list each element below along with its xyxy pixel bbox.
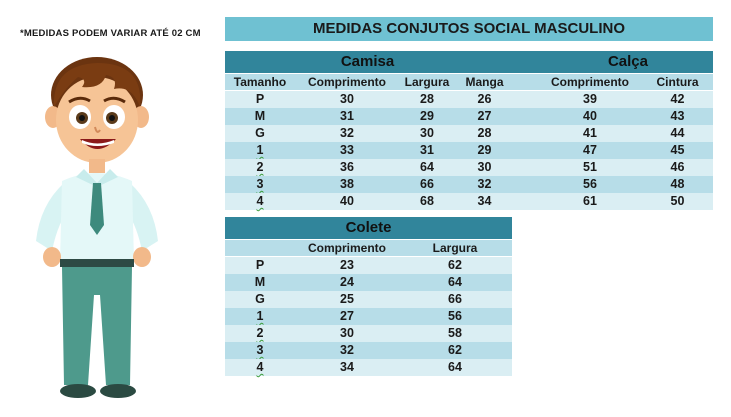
colete-section-header: Colete	[225, 217, 512, 239]
column-calca-cintura: Cintura	[656, 75, 699, 89]
colete-comprimento-cell: 23	[340, 258, 354, 272]
column-colete-comprimento: Comprimento	[308, 241, 386, 255]
column-camisa-largura: Largura	[404, 75, 450, 89]
colete-comprimento-cell: 32	[340, 343, 354, 357]
table-row: G 25 66	[225, 291, 512, 308]
table-row: P 23 62	[225, 257, 512, 274]
camisa-manga-cell: 34	[477, 194, 492, 208]
camisa-comprimento-cell: 40	[340, 194, 354, 208]
size-cell: 2	[256, 160, 264, 174]
calca-comprimento-cell: 39	[583, 92, 597, 106]
camisa-comprimento-cell: 38	[340, 177, 354, 191]
camisa-manga-cell: 29	[477, 143, 492, 157]
column-camisa-comprimento: Comprimento	[308, 75, 386, 89]
camisa-comprimento-cell: 32	[340, 126, 354, 140]
colete-comprimento-cell: 34	[340, 360, 354, 374]
colete-column-header: Comprimento Largura	[225, 240, 512, 256]
colete-comprimento-cell: 25	[340, 292, 354, 306]
size-cell: G	[255, 292, 265, 306]
page-title: MEDIDAS CONJUTOS SOCIAL MASCULINO	[225, 17, 713, 41]
table-row: 4 34 64	[225, 359, 512, 376]
calca-comprimento-cell: 61	[583, 194, 597, 208]
upper-column-header: Tamanho Comprimento Largura Manga Compri…	[225, 74, 713, 90]
table-row: M 31 29 27 40 43	[225, 108, 713, 125]
calca-cintura-cell: 45	[670, 143, 685, 157]
camisa-comprimento-cell: 31	[340, 109, 354, 123]
colete-largura-cell: 62	[448, 258, 462, 272]
size-cell: G	[255, 126, 265, 140]
size-cell: 2	[256, 326, 264, 340]
size-cell: M	[254, 275, 266, 289]
camisa-largura-cell: 31	[420, 143, 434, 157]
camisa-largura-cell: 29	[420, 109, 434, 123]
column-calca-comprimento: Comprimento	[551, 75, 629, 89]
boy-illustration	[36, 57, 158, 398]
camisa-largura-cell: 30	[420, 126, 434, 140]
colete-comprimento-cell: 24	[340, 275, 354, 289]
camisa-largura-cell: 68	[420, 194, 434, 208]
size-cell: P	[255, 92, 265, 106]
camisa-section-header: Camisa	[225, 51, 510, 73]
calca-cintura-cell: 46	[670, 160, 685, 174]
colete-largura-cell: 56	[448, 309, 462, 323]
table-row: M 24 64	[225, 274, 512, 291]
size-cell: 3	[256, 343, 264, 357]
size-cell: 1	[256, 143, 264, 157]
calca-comprimento-cell: 47	[583, 143, 597, 157]
size-cell: 3	[256, 177, 264, 191]
camisa-manga-cell: 27	[477, 109, 492, 123]
calca-cintura-cell: 43	[670, 109, 685, 123]
colete-largura-cell: 62	[448, 343, 462, 357]
size-cell: 4	[256, 194, 264, 208]
camisa-largura-cell: 66	[420, 177, 434, 191]
calca-cintura-cell: 50	[670, 194, 685, 208]
calca-comprimento-cell: 41	[583, 126, 597, 140]
calca-cintura-cell: 42	[670, 92, 685, 106]
calca-comprimento-cell: 56	[583, 177, 597, 191]
table-row: 3 38 66 32 56 48	[225, 176, 713, 193]
colete-largura-cell: 64	[448, 275, 462, 289]
camisa-manga-cell: 30	[477, 160, 492, 174]
camisa-manga-cell: 32	[477, 177, 492, 191]
table-row: G 32 30 28 41 44	[225, 125, 713, 142]
camisa-comprimento-cell: 33	[340, 143, 354, 157]
camisa-manga-cell: 28	[477, 126, 492, 140]
table-row: 2 30 58	[225, 325, 512, 342]
column-camisa-manga: Manga	[465, 75, 504, 89]
camisa-largura-cell: 64	[420, 160, 434, 174]
camisa-comprimento-cell: 36	[340, 160, 354, 174]
column-colete-largura: Largura	[432, 241, 478, 255]
measurement-note: *MEDIDAS PODEM VARIAR ATÉ 02 CM	[20, 28, 201, 39]
column-tamanho: Tamanho	[233, 75, 287, 89]
colete-comprimento-cell: 30	[340, 326, 354, 340]
calca-comprimento-cell: 40	[583, 109, 597, 123]
size-cell: 1	[256, 309, 264, 323]
camisa-comprimento-cell: 30	[340, 92, 354, 106]
camisa-manga-cell: 26	[477, 92, 492, 106]
calca-comprimento-cell: 51	[583, 160, 597, 174]
calca-section-header: Calça	[510, 51, 713, 73]
size-cell: M	[254, 109, 266, 123]
calca-cintura-cell: 48	[670, 177, 685, 191]
calca-cintura-cell: 44	[670, 126, 685, 140]
size-cell: 4	[256, 360, 264, 374]
table-row: 3 32 62	[225, 342, 512, 359]
table-row: 4 40 68 34 61 50	[225, 193, 713, 210]
colete-largura-cell: 66	[448, 292, 462, 306]
colete-comprimento-cell: 27	[340, 309, 354, 323]
table-row: 2 36 64 30 51 46	[225, 159, 713, 176]
camisa-largura-cell: 28	[420, 92, 434, 106]
table-row: P 30 28 26 39 42	[225, 91, 713, 108]
colete-largura-cell: 58	[448, 326, 462, 340]
table-row: 1 33 31 29 47 45	[225, 142, 713, 159]
table-row: 1 27 56	[225, 308, 512, 325]
size-cell: P	[255, 258, 265, 272]
colete-largura-cell: 64	[448, 360, 462, 374]
